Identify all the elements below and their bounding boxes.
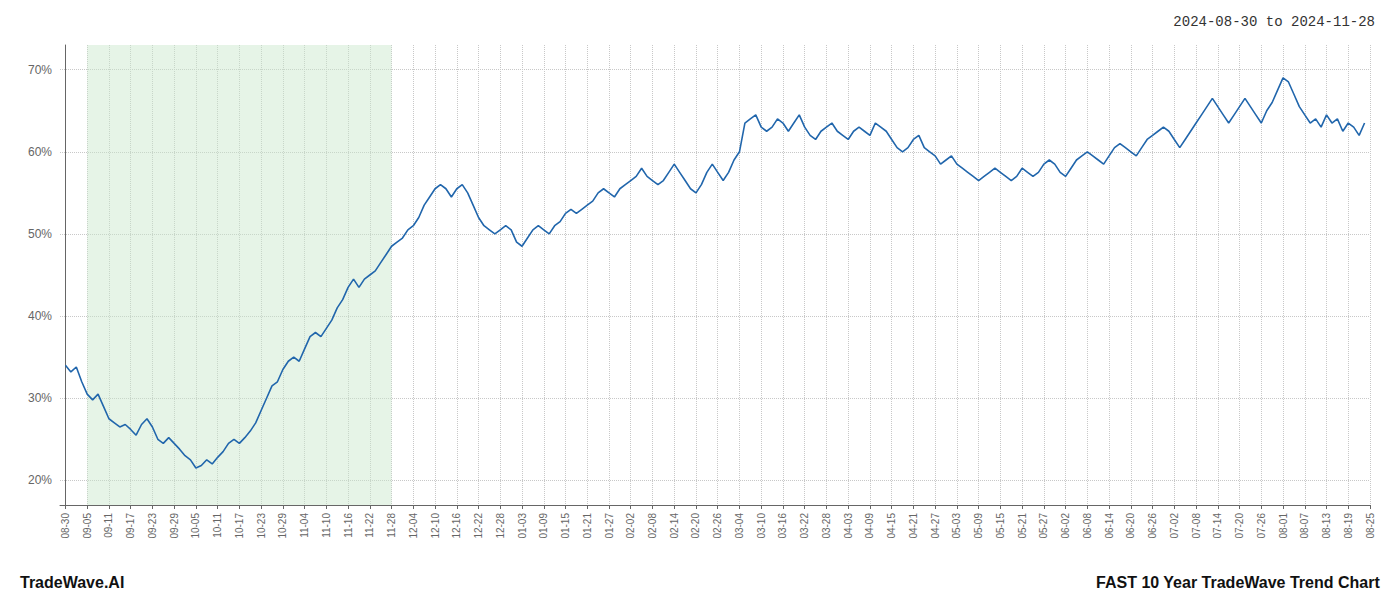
- svg-text:10-23: 10-23: [256, 513, 267, 539]
- svg-text:10-11: 10-11: [212, 513, 223, 538]
- svg-text:05-15: 05-15: [995, 513, 1006, 539]
- svg-text:08-07: 08-07: [1299, 513, 1310, 539]
- svg-text:07-26: 07-26: [1256, 513, 1267, 539]
- svg-text:08-25: 08-25: [1365, 513, 1376, 539]
- svg-text:06-20: 06-20: [1125, 513, 1136, 539]
- svg-text:03-22: 03-22: [799, 513, 810, 539]
- svg-text:11-16: 11-16: [343, 513, 354, 538]
- svg-text:06-08: 06-08: [1082, 513, 1093, 539]
- svg-text:10-17: 10-17: [234, 513, 245, 539]
- svg-text:40%: 40%: [28, 309, 52, 323]
- svg-text:07-02: 07-02: [1169, 513, 1180, 539]
- svg-text:06-26: 06-26: [1147, 513, 1158, 539]
- svg-text:TradeWave.AI: TradeWave.AI: [20, 574, 124, 591]
- svg-text:12-04: 12-04: [408, 513, 419, 539]
- svg-text:02-26: 02-26: [712, 513, 723, 539]
- svg-text:11-10: 11-10: [321, 513, 332, 538]
- svg-text:02-14: 02-14: [669, 513, 680, 539]
- svg-text:02-20: 02-20: [690, 513, 701, 539]
- svg-text:01-09: 01-09: [538, 513, 549, 539]
- svg-text:2024-08-30 to 2024-11-28: 2024-08-30 to 2024-11-28: [1173, 14, 1375, 30]
- svg-text:09-29: 09-29: [169, 513, 180, 539]
- svg-text:05-21: 05-21: [1017, 513, 1028, 539]
- svg-text:08-13: 08-13: [1321, 513, 1332, 539]
- svg-text:11-28: 11-28: [386, 513, 397, 538]
- svg-text:03-04: 03-04: [734, 513, 745, 539]
- svg-text:FAST 10 Year TradeWave Trend C: FAST 10 Year TradeWave Trend Chart: [1096, 574, 1380, 591]
- svg-text:09-23: 09-23: [147, 513, 158, 539]
- svg-text:07-08: 07-08: [1191, 513, 1202, 539]
- svg-text:20%: 20%: [28, 473, 52, 487]
- svg-text:05-09: 05-09: [973, 513, 984, 539]
- svg-text:10-29: 10-29: [277, 513, 288, 539]
- svg-text:08-30: 08-30: [60, 513, 71, 539]
- svg-text:07-20: 07-20: [1234, 513, 1245, 539]
- svg-text:03-28: 03-28: [821, 513, 832, 539]
- svg-text:01-27: 01-27: [604, 513, 615, 539]
- svg-text:60%: 60%: [28, 145, 52, 159]
- svg-text:09-05: 09-05: [82, 513, 93, 539]
- svg-text:12-16: 12-16: [451, 513, 462, 539]
- svg-text:10-05: 10-05: [190, 513, 201, 539]
- svg-text:11-04: 11-04: [299, 513, 310, 538]
- svg-text:12-10: 12-10: [430, 513, 441, 539]
- svg-text:03-10: 03-10: [756, 513, 767, 539]
- svg-text:08-19: 08-19: [1343, 513, 1354, 539]
- svg-text:08-01: 08-01: [1278, 513, 1289, 539]
- svg-text:04-21: 04-21: [908, 513, 919, 539]
- svg-text:01-03: 01-03: [517, 513, 528, 539]
- svg-text:04-03: 04-03: [843, 513, 854, 539]
- svg-text:05-27: 05-27: [1038, 513, 1049, 539]
- svg-text:70%: 70%: [28, 63, 52, 77]
- svg-text:01-15: 01-15: [560, 513, 571, 539]
- svg-text:50%: 50%: [28, 227, 52, 241]
- svg-text:05-03: 05-03: [951, 513, 962, 539]
- svg-text:09-17: 09-17: [125, 513, 136, 539]
- svg-text:01-21: 01-21: [582, 513, 593, 539]
- svg-text:07-14: 07-14: [1212, 513, 1223, 539]
- svg-text:30%: 30%: [28, 391, 52, 405]
- svg-text:02-02: 02-02: [625, 513, 636, 539]
- svg-text:03-16: 03-16: [777, 513, 788, 539]
- svg-text:06-14: 06-14: [1104, 513, 1115, 539]
- svg-text:04-15: 04-15: [886, 513, 897, 539]
- svg-text:04-09: 04-09: [864, 513, 875, 539]
- svg-text:06-02: 06-02: [1060, 513, 1071, 539]
- svg-text:04-27: 04-27: [930, 513, 941, 539]
- svg-text:09-11: 09-11: [103, 513, 114, 538]
- svg-text:12-28: 12-28: [495, 513, 506, 539]
- svg-text:02-08: 02-08: [647, 513, 658, 539]
- svg-text:11-22: 11-22: [364, 513, 375, 538]
- svg-text:12-22: 12-22: [473, 513, 484, 539]
